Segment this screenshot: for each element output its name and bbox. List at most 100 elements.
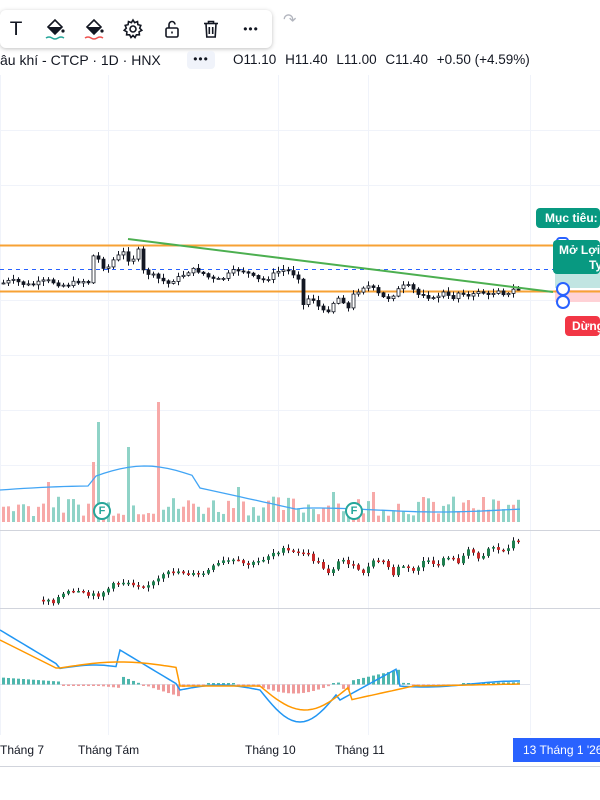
comparison-candle xyxy=(57,594,60,605)
open-pl-label: Mở Lợi xyxy=(559,243,600,257)
volume-bar xyxy=(157,402,160,522)
comparison-candle xyxy=(302,549,305,557)
volume-bar xyxy=(7,506,10,522)
volume-bar xyxy=(177,508,180,522)
line-color-button[interactable] xyxy=(79,14,109,44)
comparison-candles xyxy=(42,537,520,606)
comparison-candle xyxy=(197,570,200,578)
event-marker-2[interactable]: F xyxy=(345,502,363,520)
macd-bar xyxy=(132,680,135,685)
volume-bar xyxy=(342,511,345,522)
comparison-candle xyxy=(167,570,170,578)
price-candle xyxy=(231,265,236,276)
price-candle xyxy=(21,280,26,288)
price-candle xyxy=(466,291,471,300)
price-candle xyxy=(241,267,246,274)
ratio-label: Ty xyxy=(589,258,600,272)
settings-button[interactable] xyxy=(118,14,148,44)
comparison-candle xyxy=(292,548,295,553)
volume-bar xyxy=(37,506,40,522)
comparison-candle xyxy=(52,598,55,606)
volume-bar xyxy=(212,500,215,522)
volume-bar xyxy=(402,510,405,522)
price-candle xyxy=(181,270,186,279)
volume-bar xyxy=(137,514,140,522)
volume-bar xyxy=(427,498,430,522)
lock-button[interactable] xyxy=(157,14,187,44)
pane-separators xyxy=(0,530,600,767)
price-candle xyxy=(396,286,401,298)
macd-bar xyxy=(162,684,165,692)
redo-button[interactable]: ↷ xyxy=(283,10,303,30)
comparison-candle xyxy=(287,544,290,554)
stop-tag[interactable]: Dừng xyxy=(565,316,600,336)
volume-bar xyxy=(232,508,235,522)
macd-bar xyxy=(502,682,505,685)
comparison-candle xyxy=(367,562,370,577)
symbol-menu-button[interactable]: ••• xyxy=(187,51,215,69)
price-candle xyxy=(411,282,416,294)
volume-bar xyxy=(192,503,195,522)
volume-bar xyxy=(207,507,210,522)
volume-bar xyxy=(92,462,95,522)
symbol-title[interactable]: âu khí - CTCP · 1D · HNX xyxy=(0,52,161,68)
macd-bar xyxy=(507,682,510,685)
comparison-candle xyxy=(227,557,230,565)
open-pl-tag[interactable]: Mở Lợi Ty xyxy=(553,240,600,274)
comparison-candle xyxy=(492,545,495,552)
macd-bar xyxy=(462,683,465,685)
volume-bar xyxy=(332,492,335,522)
volume-bar xyxy=(442,505,445,522)
price-candle xyxy=(271,268,276,284)
price-candle xyxy=(506,292,511,298)
volume-bar xyxy=(112,515,115,522)
delete-button[interactable] xyxy=(196,14,226,44)
volume-bar xyxy=(367,501,370,522)
macd-bar xyxy=(82,684,85,686)
macd-bar xyxy=(352,680,355,685)
stop-label: Dừng xyxy=(572,319,600,333)
price-candle xyxy=(381,291,386,298)
trendline[interactable] xyxy=(127,238,554,293)
volume-bar xyxy=(62,512,65,522)
price-candle xyxy=(146,267,151,280)
comparison-candle xyxy=(312,551,315,564)
price-candle xyxy=(36,276,41,290)
comparison-candle xyxy=(427,557,430,564)
macd-bar xyxy=(297,684,300,694)
text-icon: T xyxy=(10,18,22,40)
comparison-candle xyxy=(467,546,470,559)
comparison-candle xyxy=(382,559,385,565)
macd-bar xyxy=(487,682,490,685)
macd-bar xyxy=(32,679,35,685)
macd-bar xyxy=(217,683,220,685)
volume-bar xyxy=(377,515,380,522)
price-candle xyxy=(86,279,91,285)
more-button[interactable]: ••• xyxy=(236,14,266,44)
volume-bar xyxy=(287,497,290,522)
macd-bar xyxy=(492,682,495,685)
fill-color-button[interactable] xyxy=(40,14,70,44)
text-tool-button[interactable]: T xyxy=(1,14,31,44)
price-candle xyxy=(311,294,316,304)
event-marker-1[interactable]: F xyxy=(93,502,111,520)
volume-bar xyxy=(17,504,20,522)
comparison-candle xyxy=(442,556,445,567)
comparison-candle xyxy=(277,551,280,557)
price-candle xyxy=(366,281,371,292)
target-tag[interactable]: Mục tiêu: xyxy=(536,208,600,228)
macd-bar xyxy=(272,684,275,691)
volume-bar xyxy=(252,507,255,522)
price-candle xyxy=(476,288,481,297)
macd-bar xyxy=(322,684,325,688)
x-tick-label: Tháng 7 xyxy=(0,743,45,757)
volume-bar xyxy=(502,509,505,522)
price-candle xyxy=(16,277,21,286)
comparison-candle xyxy=(257,557,260,566)
comparison-candle xyxy=(242,558,245,566)
volume-bar xyxy=(162,509,165,522)
more-icon: ••• xyxy=(243,22,259,36)
comparison-candle xyxy=(407,564,410,572)
